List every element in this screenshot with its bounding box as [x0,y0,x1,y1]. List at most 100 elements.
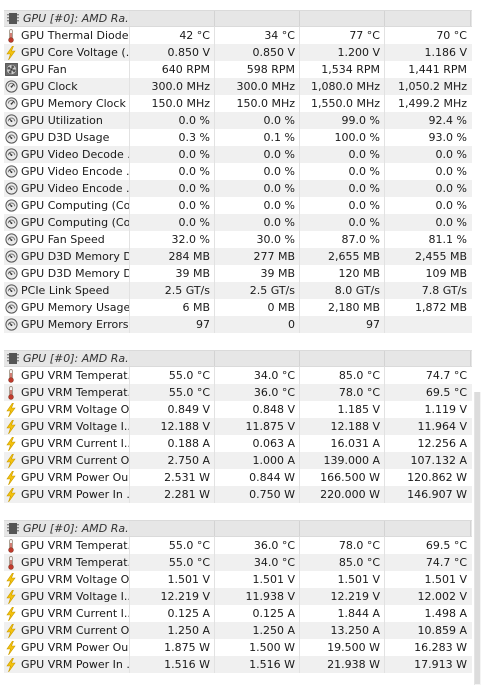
maximum-value: 16.031 A [300,435,385,452]
chip-icon [6,522,20,536]
sensor-group-header[interactable]: GPU [#0]: AMD Ra... [4,350,472,367]
sensor-name: GPU Clock [21,80,78,93]
sensor-row[interactable]: GPU VRM Power Ou... 2.531 W 0.844 W 166.500… [4,469,472,486]
sensor-label-cell: GPU Video Encode ... [4,180,130,197]
sensor-row[interactable]: GPU Memory Clock 150.0 MHz 150.0 MHz 1,550.… [4,95,472,112]
thermometer-icon [4,28,18,43]
maximum-value: 0.0 % [300,146,385,163]
sensor-name: GPU VRM Temperat... [21,539,129,552]
sensor-row[interactable]: GPU VRM Temperat... 55.0 °C 36.0 °C 78.0 °C… [4,537,472,554]
sensor-row[interactable]: GPU Fan Speed 32.0 % 30.0 % 87.0 % 81.1 % [4,231,472,248]
gauge-icon [4,131,18,145]
sensor-group-title: GPU [#0]: AMD Ra... [4,351,130,366]
maximum-value: 1.185 V [300,401,385,418]
sensor-name: GPU VRM Power Ou... [21,471,129,484]
sensor-label-cell: GPU Memory Errors [4,316,130,333]
average-value: 1.119 V [424,403,467,416]
average-value: 0.0 % [435,182,467,195]
sensor-row[interactable]: GPU Utilization 0.0 % 0.0 % 99.0 % 92.4 % [4,112,472,129]
current-value: 2.281 W [130,486,215,503]
average-value: 69.5 °C [425,386,467,399]
gauge-icon [4,284,18,298]
average-value: 0.0 % [435,199,467,212]
header-cell [300,351,385,366]
minimum-value: 0.0 % [215,163,300,180]
sensor-row[interactable]: GPU VRM Temperat... 55.0 °C 34.0 °C 85.0 °C… [4,367,472,384]
lightning-icon [4,623,18,638]
sensor-row[interactable]: GPU VRM Current I... 0.188 A 0.063 A 16.031… [4,435,472,452]
sensor-label-cell: GPU VRM Temperat... [4,384,130,401]
header-cell [130,11,215,26]
sensor-row[interactable]: GPU VRM Voltage O... 1.501 V 1.501 V 1.501 … [4,571,472,588]
sensor-row[interactable]: GPU VRM Current I... 0.125 A 0.125 A 1.844 … [4,605,472,622]
minimum-value: 34.0 °C [215,554,300,571]
minimum-value: 598 RPM [215,61,300,78]
sensor-row[interactable]: GPU Video Encode ... 0.0 % 0.0 % 0.0 % 0.0 % [4,180,472,197]
maximum-value: 220.000 W [300,486,385,503]
sensor-row[interactable]: GPU VRM Current O... 1.250 A 1.250 A 13.250… [4,622,472,639]
sensor-row[interactable]: GPU Memory Errors 97 0 97 [4,316,472,333]
average-value: 11.964 V [417,420,467,433]
sensor-group-label: GPU [#0]: AMD Ra... [23,12,129,25]
sensor-label-cell: PCIe Link Speed [4,282,130,299]
average-value: 1,499.2 MHz [397,97,467,110]
maximum-value: 2,180 MB [300,299,385,316]
current-value: 0.188 A [130,435,215,452]
sensor-row[interactable]: GPU VRM Voltage I... 12.219 V 11.938 V 12.2… [4,588,472,605]
sensor-row[interactable]: GPU D3D Usage 0.3 % 0.1 % 100.0 % 93.0 % [4,129,472,146]
sensor-row[interactable]: GPU Video Encode ... 0.0 % 0.0 % 0.0 % 0.0 % [4,163,472,180]
header-cell [385,351,471,366]
current-value: 0.0 % [130,197,215,214]
sensor-row[interactable]: GPU Core Voltage (... 0.850 V 0.850 V 1.200… [4,44,472,61]
sensor-name: GPU VRM Power In ... [21,658,129,671]
sensor-row[interactable]: GPU Memory Usage 6 MB 0 MB 2,180 MB 1,872 MB [4,299,472,316]
minimum-value: 1.500 W [215,639,300,656]
sensor-name: GPU Memory Usage [21,301,129,314]
sensor-group-header[interactable]: GPU [#0]: AMD Ra... [4,520,472,537]
sensor-row[interactable]: GPU VRM Temperat... 55.0 °C 34.0 °C 85.0 °C… [4,554,472,571]
sensor-row[interactable]: GPU Clock 300.0 MHz 300.0 MHz 1,080.0 MHz 1,… [4,78,472,95]
sensor-name: GPU VRM Voltage I... [21,590,129,603]
current-value: 55.0 °C [130,537,215,554]
sensor-row[interactable]: GPU Computing (Co... 0.0 % 0.0 % 0.0 % 0.0 % [4,197,472,214]
gauge-icon [4,301,18,315]
maximum-value: 1.501 V [300,571,385,588]
maximum-value: 85.0 °C [300,554,385,571]
sensor-label-cell: GPU VRM Voltage I... [4,588,130,605]
sensor-row[interactable]: GPU VRM Temperat... 55.0 °C 36.0 °C 78.0 °C… [4,384,472,401]
minimum-value: 11.938 V [215,588,300,605]
sensor-row[interactable]: GPU VRM Power Ou... 1.875 W 1.500 W 19.500 … [4,639,472,656]
sensor-row[interactable]: GPU VRM Voltage O... 0.849 V 0.848 V 1.185 … [4,401,472,418]
header-cell [215,521,300,536]
sensor-name: GPU Memory Clock [21,97,126,110]
sensor-label-cell: GPU VRM Current O... [4,452,130,469]
average-value: 107.132 A [410,454,467,467]
gauge-icon [4,114,18,128]
sensor-row[interactable]: GPU Thermal Diode 42 °C 34 °C 77 °C 70 °C [4,27,472,44]
sensor-label-cell: GPU VRM Power Ou... [4,639,130,656]
sensor-group-title: GPU [#0]: AMD Ra... [4,521,130,536]
minimum-value: 2.5 GT/s [215,282,300,299]
sensor-row[interactable]: GPU Fan 640 RPM 598 RPM 1,534 RPM 1,441 RPM [4,61,472,78]
sensor-row[interactable]: GPU VRM Power In ... 1.516 W 1.516 W 21.938… [4,656,472,673]
minimum-value: 11.875 V [215,418,300,435]
sensor-row[interactable]: PCIe Link Speed 2.5 GT/s 2.5 GT/s 8.0 GT/s 7… [4,282,472,299]
minimum-value: 39 MB [215,265,300,282]
average-value: 0.0 % [435,148,467,161]
sensor-row[interactable]: GPU VRM Current O... 2.750 A 1.000 A 139.00… [4,452,472,469]
sensor-label-cell: GPU Fan [4,61,130,78]
sensor-row[interactable]: GPU VRM Voltage I... 12.188 V 11.875 V 12.1… [4,418,472,435]
average-value: 17.913 W [414,658,467,671]
sensor-row[interactable]: GPU Computing (Co... 0.0 % 0.0 % 0.0 % 0.0 % [4,214,472,231]
current-value: 32.0 % [130,231,215,248]
sensor-label-cell: GPU Memory Clock [4,95,130,112]
current-value: 284 MB [130,248,215,265]
sensor-row[interactable]: GPU Video Decode ... 0.0 % 0.0 % 0.0 % 0.0 % [4,146,472,163]
scrollbar-thumb[interactable] [475,392,480,684]
current-value: 0.0 % [130,180,215,197]
sensor-group-header[interactable]: GPU [#0]: AMD Ra... [4,10,472,27]
minimum-value: 1.501 V [215,571,300,588]
sensor-row[interactable]: GPU VRM Power In ... 2.281 W 0.750 W 220.00… [4,486,472,503]
